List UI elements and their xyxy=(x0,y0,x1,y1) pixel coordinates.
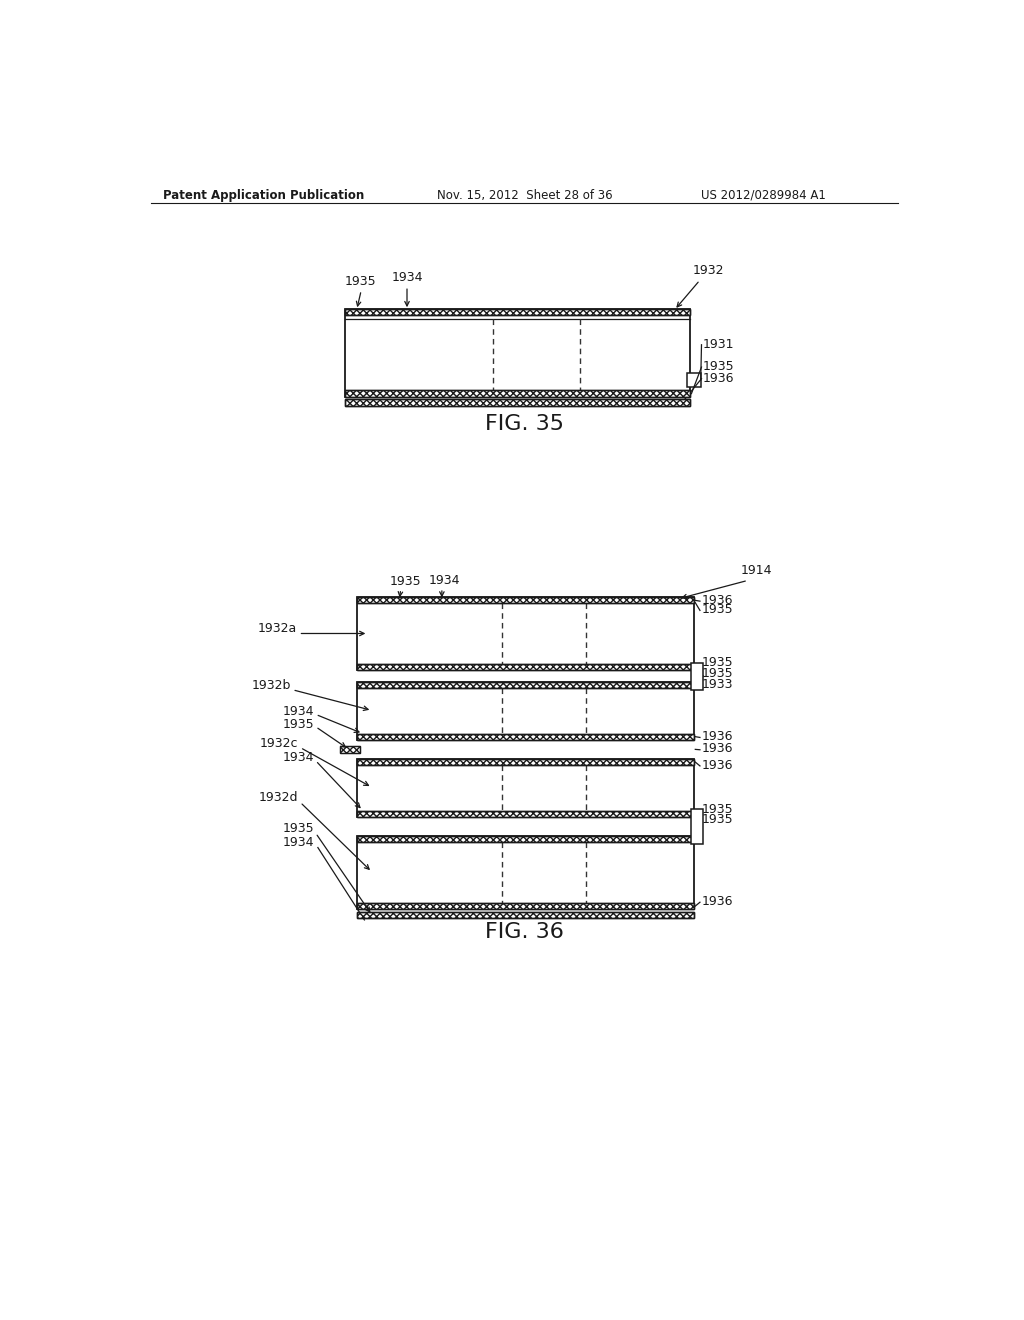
Text: 1936: 1936 xyxy=(701,759,733,772)
Bar xyxy=(690,663,703,689)
Text: 1936: 1936 xyxy=(701,730,733,743)
Bar xyxy=(356,759,693,766)
Text: 1932d: 1932d xyxy=(259,791,299,804)
Bar xyxy=(340,746,359,754)
Text: 1931: 1931 xyxy=(703,338,734,351)
Bar xyxy=(356,682,693,688)
Text: FIG. 35: FIG. 35 xyxy=(485,414,564,434)
Text: 1936: 1936 xyxy=(701,895,733,908)
Text: 1934: 1934 xyxy=(428,574,460,587)
Text: 1932c: 1932c xyxy=(260,737,299,750)
Bar xyxy=(356,734,693,739)
Bar xyxy=(345,391,690,397)
Text: Patent Application Publication: Patent Application Publication xyxy=(163,189,365,202)
Text: 1934: 1934 xyxy=(283,751,314,764)
Text: 1935: 1935 xyxy=(701,813,733,826)
Bar xyxy=(356,664,693,671)
Text: 1936: 1936 xyxy=(701,594,733,607)
Text: 1935: 1935 xyxy=(345,275,376,288)
Text: US 2012/0289984 A1: US 2012/0289984 A1 xyxy=(701,189,826,202)
Bar xyxy=(356,836,693,842)
Text: 1932: 1932 xyxy=(692,264,724,277)
Bar xyxy=(345,400,690,405)
Bar xyxy=(356,912,693,919)
Bar xyxy=(356,664,693,671)
Bar xyxy=(356,836,693,909)
Bar xyxy=(690,809,703,843)
Bar xyxy=(345,309,690,315)
Text: 1935: 1935 xyxy=(701,667,733,680)
Bar xyxy=(356,597,693,671)
Bar xyxy=(356,682,693,739)
Text: 1932a: 1932a xyxy=(258,622,297,635)
Text: 1934: 1934 xyxy=(391,271,423,284)
Bar xyxy=(356,903,693,909)
Text: 1934: 1934 xyxy=(283,705,314,718)
Bar xyxy=(345,391,690,397)
Text: 1935: 1935 xyxy=(703,360,734,372)
Text: 1914: 1914 xyxy=(740,564,772,577)
Text: 1935: 1935 xyxy=(701,603,733,616)
Bar xyxy=(356,810,693,817)
Bar xyxy=(356,759,693,817)
Bar xyxy=(356,836,693,842)
Bar xyxy=(345,309,690,315)
Text: 1935: 1935 xyxy=(701,803,733,816)
Text: 1932b: 1932b xyxy=(251,680,291,693)
Bar xyxy=(340,746,359,754)
Text: 1933: 1933 xyxy=(701,677,733,690)
Text: 1936: 1936 xyxy=(701,742,733,755)
Text: Nov. 15, 2012  Sheet 28 of 36: Nov. 15, 2012 Sheet 28 of 36 xyxy=(437,189,612,202)
Bar xyxy=(356,759,693,766)
Bar xyxy=(356,597,693,603)
Text: FIG. 36: FIG. 36 xyxy=(485,923,564,942)
Bar xyxy=(356,597,693,603)
Text: 1935: 1935 xyxy=(390,576,421,589)
Bar xyxy=(687,374,700,387)
Bar xyxy=(356,903,693,909)
Bar xyxy=(356,682,693,688)
Text: 1934: 1934 xyxy=(283,836,314,849)
Bar xyxy=(356,912,693,919)
Text: 1936: 1936 xyxy=(703,372,734,385)
Text: 1935: 1935 xyxy=(283,718,314,731)
Bar xyxy=(356,734,693,739)
Bar xyxy=(356,810,693,817)
Bar xyxy=(345,400,690,405)
Text: 1935: 1935 xyxy=(283,822,314,834)
Text: 1935: 1935 xyxy=(701,656,733,669)
Bar xyxy=(345,309,690,397)
